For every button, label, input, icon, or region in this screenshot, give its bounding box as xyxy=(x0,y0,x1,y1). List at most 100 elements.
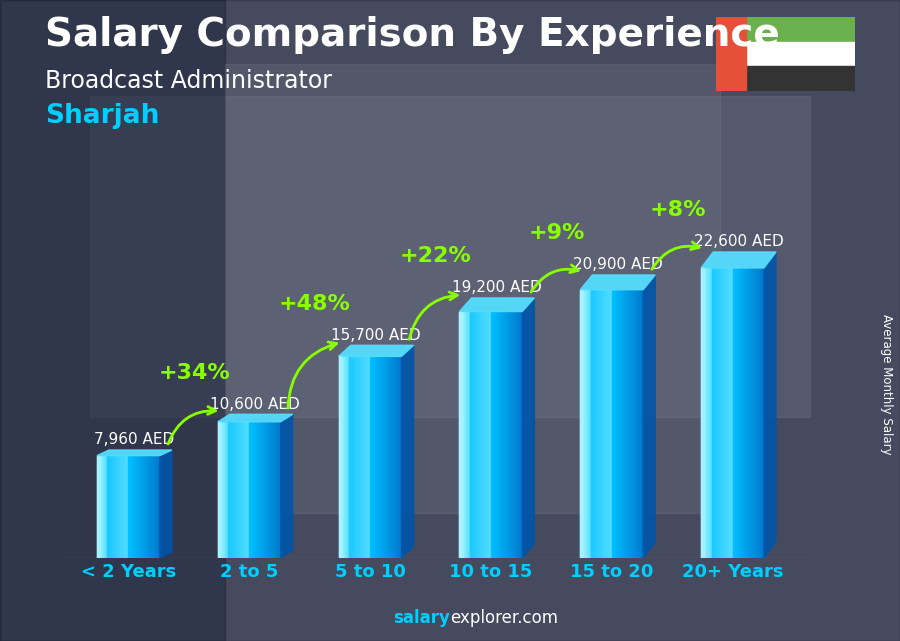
Bar xyxy=(603,290,606,558)
Bar xyxy=(395,356,398,558)
Bar xyxy=(224,422,227,558)
Bar xyxy=(135,456,137,558)
Bar xyxy=(278,422,281,558)
Bar xyxy=(364,356,366,558)
Bar xyxy=(731,268,733,558)
Bar xyxy=(0,0,225,641)
Bar xyxy=(609,290,612,558)
Bar xyxy=(716,268,718,558)
Text: 10,600 AED: 10,600 AED xyxy=(211,397,300,412)
Bar xyxy=(474,312,476,558)
Bar xyxy=(758,268,760,558)
Polygon shape xyxy=(764,252,776,558)
Bar xyxy=(354,356,356,558)
Polygon shape xyxy=(281,414,292,558)
Bar xyxy=(743,17,855,42)
Bar xyxy=(372,356,374,558)
Bar xyxy=(105,456,108,558)
Bar xyxy=(518,312,520,558)
Bar xyxy=(616,290,618,558)
Text: explorer.com: explorer.com xyxy=(450,609,558,627)
Bar xyxy=(345,356,347,558)
Bar xyxy=(470,312,472,558)
Bar xyxy=(243,422,246,558)
Bar xyxy=(618,290,620,558)
Bar xyxy=(516,312,518,558)
Bar xyxy=(465,312,468,558)
Polygon shape xyxy=(701,252,776,268)
Polygon shape xyxy=(160,450,172,558)
FancyArrowPatch shape xyxy=(168,406,215,444)
Bar xyxy=(716,17,746,91)
FancyArrowPatch shape xyxy=(288,342,337,408)
Bar xyxy=(753,268,756,558)
Bar xyxy=(343,356,345,558)
Bar xyxy=(391,356,393,558)
Polygon shape xyxy=(644,275,655,558)
Polygon shape xyxy=(401,345,413,558)
Bar xyxy=(126,456,129,558)
Bar xyxy=(739,268,742,558)
Polygon shape xyxy=(97,450,172,456)
Bar xyxy=(720,268,723,558)
Bar xyxy=(118,456,121,558)
Bar xyxy=(593,290,595,558)
Polygon shape xyxy=(522,298,535,558)
Bar xyxy=(232,422,235,558)
Bar xyxy=(637,290,639,558)
Text: +8%: +8% xyxy=(649,201,706,221)
Bar xyxy=(726,268,729,558)
Bar xyxy=(264,422,266,558)
Bar xyxy=(368,356,370,558)
Bar xyxy=(589,290,591,558)
Bar xyxy=(714,268,716,558)
Bar xyxy=(625,290,626,558)
Bar xyxy=(238,422,241,558)
Bar xyxy=(762,268,764,558)
Bar xyxy=(349,356,351,558)
Bar xyxy=(274,422,276,558)
Bar xyxy=(493,312,495,558)
Bar xyxy=(120,456,122,558)
Bar xyxy=(226,422,229,558)
Bar xyxy=(741,268,743,558)
Bar xyxy=(276,422,279,558)
Bar xyxy=(218,422,220,558)
Bar xyxy=(112,456,114,558)
Bar xyxy=(520,312,523,558)
Polygon shape xyxy=(460,298,535,312)
Bar xyxy=(750,268,751,558)
Bar xyxy=(509,312,512,558)
Bar xyxy=(514,312,517,558)
Bar xyxy=(151,456,154,558)
Bar xyxy=(341,356,343,558)
Bar xyxy=(254,422,256,558)
Bar xyxy=(608,290,610,558)
Bar xyxy=(601,290,604,558)
Bar xyxy=(237,422,239,558)
Bar xyxy=(245,422,248,558)
Polygon shape xyxy=(338,345,413,356)
Bar xyxy=(722,268,725,558)
Bar xyxy=(374,356,376,558)
Bar xyxy=(580,290,583,558)
Bar xyxy=(260,422,262,558)
Bar xyxy=(270,422,273,558)
Bar xyxy=(728,268,731,558)
Bar xyxy=(506,312,508,558)
Text: Sharjah: Sharjah xyxy=(45,103,159,129)
Bar xyxy=(110,456,112,558)
Bar xyxy=(478,312,481,558)
Bar xyxy=(503,312,506,558)
Bar xyxy=(116,456,118,558)
Bar xyxy=(491,312,493,558)
Bar xyxy=(107,456,110,558)
Text: Salary Comparison By Experience: Salary Comparison By Experience xyxy=(45,16,779,54)
Bar xyxy=(752,268,753,558)
Bar xyxy=(633,290,635,558)
Bar xyxy=(612,290,614,558)
Bar xyxy=(460,312,462,558)
Bar xyxy=(387,356,389,558)
Text: +48%: +48% xyxy=(279,294,351,313)
Bar xyxy=(266,422,268,558)
